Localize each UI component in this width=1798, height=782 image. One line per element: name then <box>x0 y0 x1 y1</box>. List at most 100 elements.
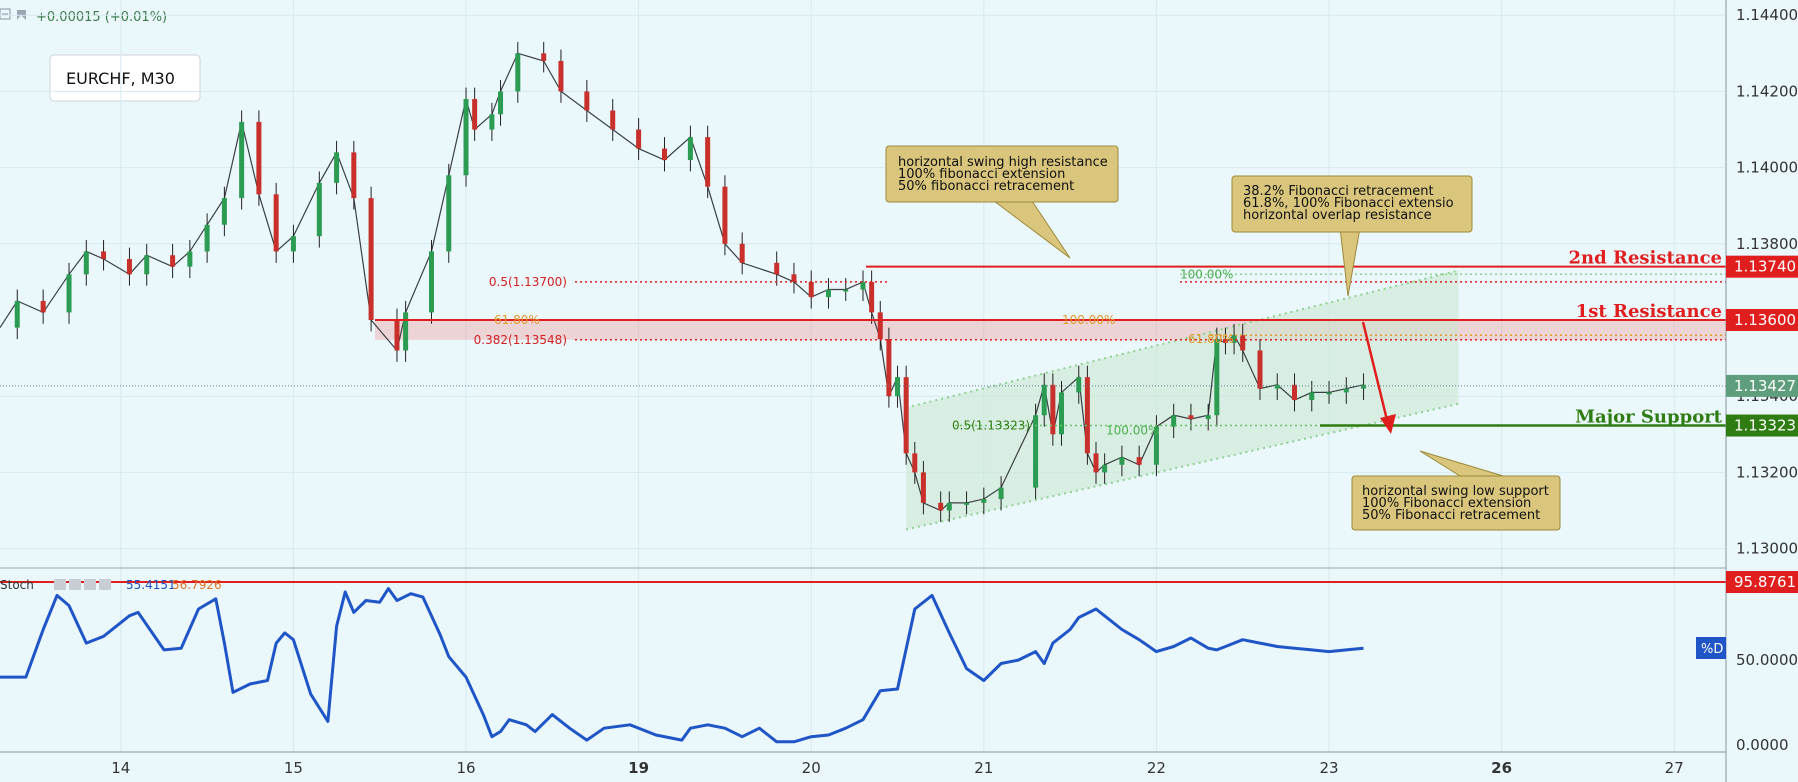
candle-body <box>1309 392 1315 400</box>
price-tick-label: 1.13800 <box>1736 235 1798 253</box>
candle-body <box>472 99 478 130</box>
annotation-top: horizontal swing high resistance 100% fi… <box>885 145 1119 259</box>
projection-arrow <box>1361 321 1396 434</box>
candle-body <box>662 148 668 160</box>
stoch-remove-icon[interactable] <box>84 579 96 590</box>
candle-body <box>912 453 918 473</box>
candle-body <box>126 259 132 275</box>
candle-body <box>1343 388 1349 393</box>
collapse-icon[interactable] <box>0 8 11 20</box>
annotation-bottom-line-1: horizontal swing low support <box>1362 484 1549 499</box>
candle-body <box>964 502 970 505</box>
candle-body <box>239 121 245 199</box>
stoch-eye-icon[interactable] <box>54 579 66 590</box>
fib-label-100-low: 100.00% <box>1106 424 1159 438</box>
annotation-top-line-3: 50% fibonacci retracement <box>898 179 1074 194</box>
tag-1st-resistance-bg <box>1726 309 1798 331</box>
time-tick-label: 20 <box>802 759 821 777</box>
candle-body <box>843 289 849 292</box>
candle-body <box>101 251 107 260</box>
annotation-top-line-1: horizontal swing high resistance <box>898 155 1108 170</box>
time-tick-label: 22 <box>1147 759 1166 777</box>
annotation-bottom: horizontal swing low support 100% Fibona… <box>1351 450 1561 531</box>
tag-current-price-text: 1.13427 <box>1734 377 1796 395</box>
candle-body <box>860 281 866 290</box>
candle-body <box>1361 384 1367 389</box>
annotation-right-line-3: horizontal overlap resistance <box>1243 208 1432 223</box>
time-tick-label: 16 <box>456 759 475 777</box>
symbol-label-box <box>49 54 201 102</box>
price-change: +0.00015 (+0.01%) <box>36 10 167 25</box>
candle-body <box>687 137 693 160</box>
candle-body <box>1214 339 1220 416</box>
candle-body <box>1084 377 1090 454</box>
candle-body <box>558 60 564 92</box>
annotation-bottom-line-3: 50% Fibonacci retracement <box>1362 508 1540 523</box>
tag-1st-resistance: 1.13600 <box>1726 309 1798 331</box>
candle-body <box>368 198 374 320</box>
candle-body <box>877 312 883 340</box>
tag-2nd-resistance-bg <box>1726 255 1798 278</box>
price-close-line <box>0 52 1364 512</box>
candle-body <box>429 251 434 313</box>
candle-body <box>1292 384 1297 400</box>
candle-body <box>1050 384 1056 435</box>
price-tick-label: 1.13200 <box>1736 463 1798 481</box>
candle-body <box>290 236 296 252</box>
candle-body <box>498 91 504 115</box>
annotation-right-box <box>1231 175 1473 233</box>
candle-body <box>1205 415 1211 420</box>
price-tick-label: 1.14000 <box>1736 159 1798 177</box>
candle-body <box>446 175 452 252</box>
candle-body <box>316 182 322 237</box>
time-tick-label: 27 <box>1665 759 1684 777</box>
candle-body <box>825 289 831 298</box>
candle-body <box>584 91 590 111</box>
candle-body <box>83 251 89 275</box>
time-tick-label: 21 <box>974 759 993 777</box>
candle-body <box>256 121 262 195</box>
candle-body <box>1153 426 1159 465</box>
time-axis[interactable]: 14 15 16 19 20 21 22 23 26 27 <box>111 759 1683 777</box>
candle-body <box>1240 335 1246 351</box>
stoch-more-icon[interactable] <box>99 579 111 590</box>
candle-body <box>221 198 227 225</box>
candle-body <box>791 274 797 282</box>
candle-body <box>739 243 745 263</box>
candle-body <box>636 129 642 149</box>
price-tick-label: 1.14200 <box>1736 82 1798 100</box>
candle-body <box>722 186 728 244</box>
candle-body <box>1257 350 1263 389</box>
tag-major-support-bg <box>1726 414 1798 437</box>
stoch-legend: Stoch 55.4151 56.7926 <box>0 578 222 592</box>
tag-2nd-resistance: 1.13740 <box>1726 255 1798 278</box>
candle-body <box>394 320 400 351</box>
candle-body <box>1188 415 1194 420</box>
resistance-zone-rect <box>375 320 1726 340</box>
candle-body <box>938 502 944 511</box>
candle-body <box>1274 384 1280 389</box>
time-tick-label: 19 <box>628 759 649 777</box>
fib-label-618-left: 61.80% <box>494 313 540 327</box>
level-name-major-support: Major Support <box>1575 407 1723 428</box>
candle-body <box>403 312 409 351</box>
candle-body <box>1231 335 1237 343</box>
stoch-tick-label: 50.0000 <box>1736 651 1798 669</box>
stoch-value-k: 55.4151 <box>126 578 176 592</box>
candle-body <box>1326 392 1332 395</box>
tag-stoch-d-text: %D <box>1701 642 1723 657</box>
candle-body <box>40 300 46 313</box>
candle-body <box>808 281 814 298</box>
candle-body <box>1093 453 1099 473</box>
candle-body <box>981 499 987 503</box>
stoch-d-line <box>0 587 1364 744</box>
candle-body <box>1119 457 1125 465</box>
candle-body <box>998 487 1004 500</box>
annotation-right-line-2: 61.8%, 100% Fibonacci extensio <box>1243 196 1454 211</box>
stoch-settings-icon[interactable] <box>69 579 81 590</box>
stoch-legend-name: Stoch <box>0 578 34 592</box>
candle-body <box>920 472 926 503</box>
candle-body <box>351 152 357 199</box>
stoch-value-d: 56.7926 <box>172 578 222 592</box>
